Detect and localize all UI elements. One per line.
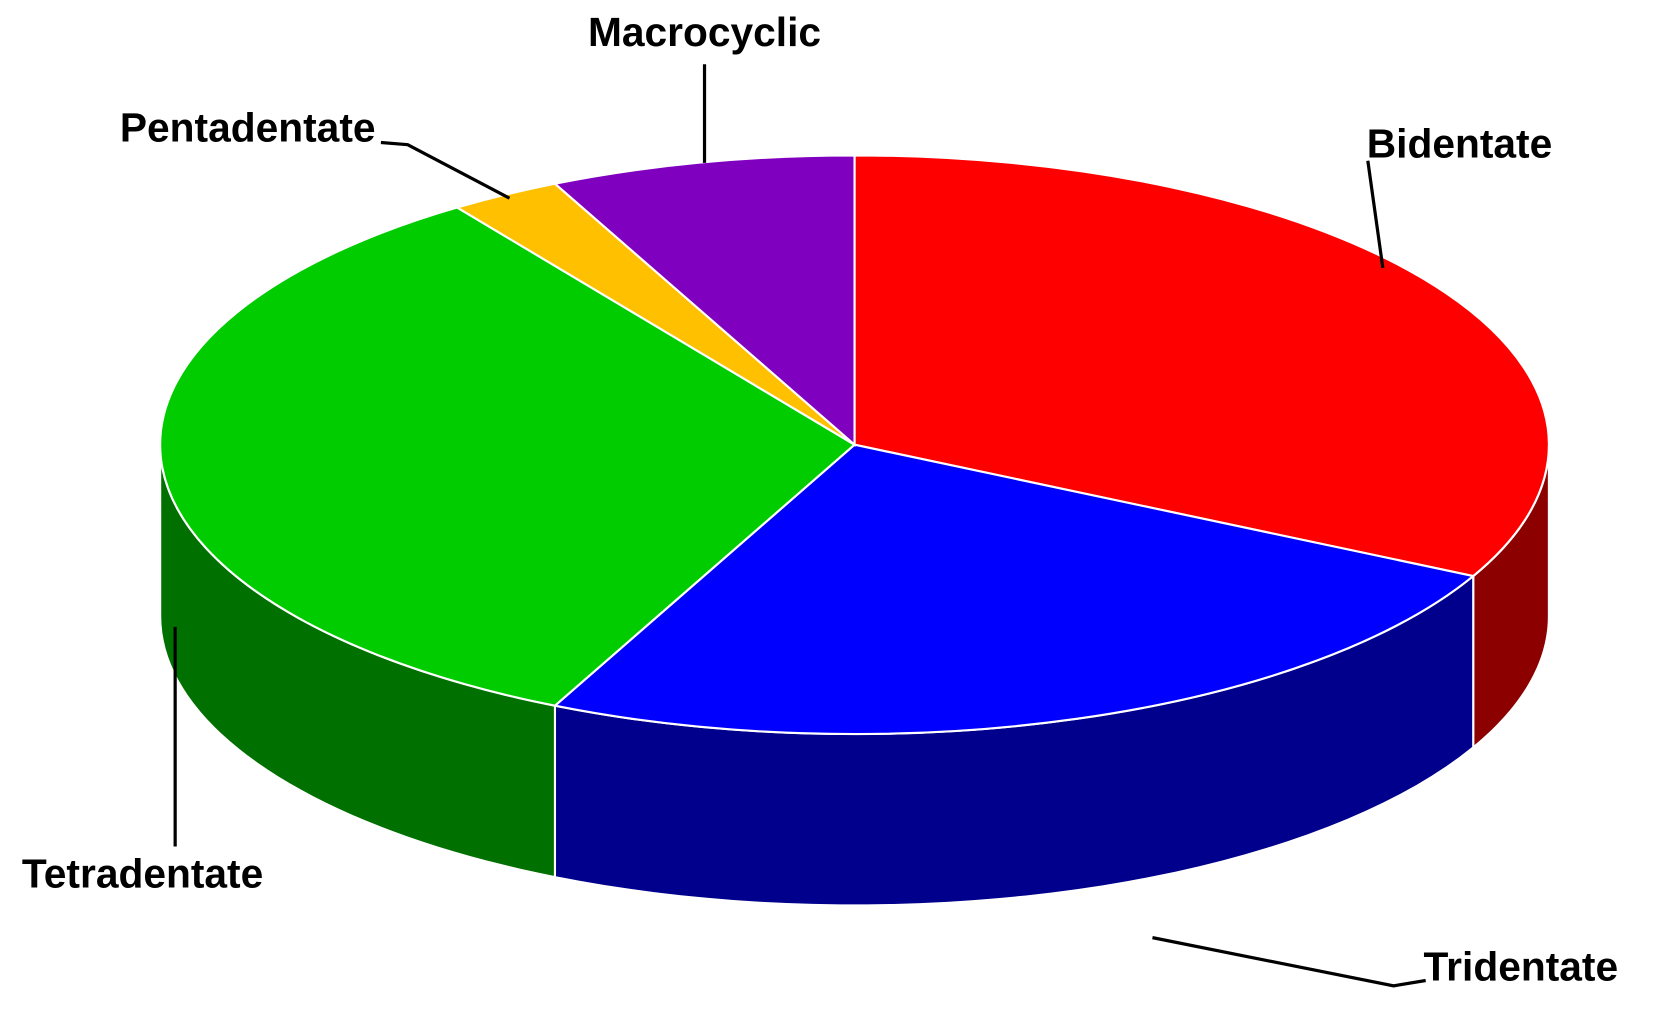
slice-label: Bidentate <box>1367 121 1553 167</box>
slice <box>552 154 856 448</box>
leader-line <box>380 140 511 200</box>
slice-label: Tridentate <box>1424 944 1619 990</box>
slice-label: Macrocyclic <box>588 9 821 55</box>
slice-label: Pentadentate <box>120 104 376 150</box>
leader-line <box>1152 936 1426 988</box>
leader-lines <box>173 64 1426 988</box>
slice <box>552 443 1476 736</box>
slice <box>853 154 1550 578</box>
slice-label: Tetradentate <box>22 850 263 896</box>
leader-line <box>1366 160 1385 269</box>
pie-tops <box>159 154 1550 736</box>
slice <box>159 206 857 707</box>
